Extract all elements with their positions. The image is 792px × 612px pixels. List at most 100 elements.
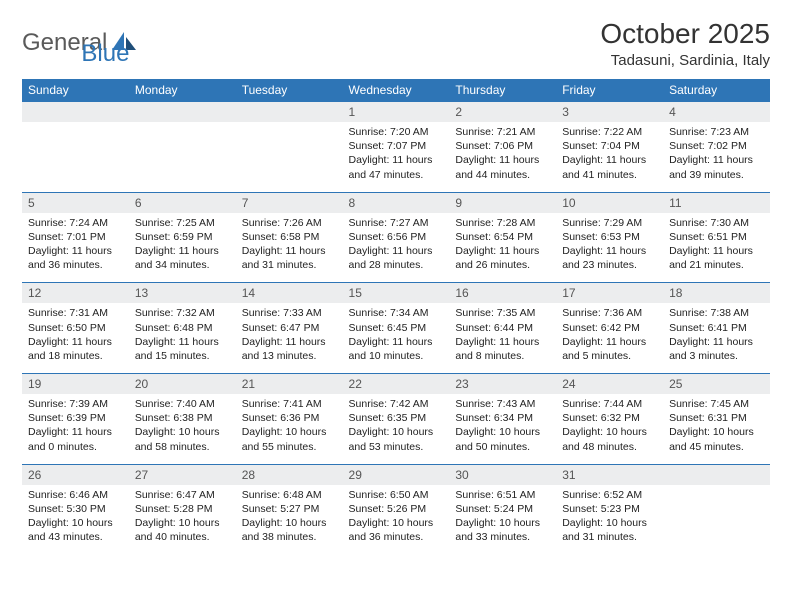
daynum-row: 567891011 <box>22 192 770 213</box>
daylight-text: and 55 minutes. <box>242 440 337 454</box>
sunset-text: Sunset: 6:56 PM <box>349 230 444 244</box>
sunset-text: Sunset: 6:47 PM <box>242 321 337 335</box>
day-cell: Sunrise: 7:29 AMSunset: 6:53 PMDaylight:… <box>556 213 663 283</box>
daylight-text: Daylight: 11 hours <box>135 244 230 258</box>
day-number: 29 <box>343 464 450 485</box>
day-number: 22 <box>343 374 450 395</box>
daylight-text: and 41 minutes. <box>562 168 657 182</box>
daylight-text: Daylight: 11 hours <box>349 153 444 167</box>
day-number <box>22 102 129 123</box>
daylight-text: and 40 minutes. <box>135 530 230 544</box>
sunrise-text: Sunrise: 7:45 AM <box>669 397 764 411</box>
day-cell: Sunrise: 6:48 AMSunset: 5:27 PMDaylight:… <box>236 485 343 555</box>
daylight-text: and 53 minutes. <box>349 440 444 454</box>
day-cell: Sunrise: 7:41 AMSunset: 6:36 PMDaylight:… <box>236 394 343 464</box>
daylight-text: and 26 minutes. <box>455 258 550 272</box>
day-cell: Sunrise: 6:51 AMSunset: 5:24 PMDaylight:… <box>449 485 556 555</box>
daylight-text: Daylight: 10 hours <box>455 425 550 439</box>
sunrise-text: Sunrise: 6:50 AM <box>349 488 444 502</box>
sunset-text: Sunset: 5:28 PM <box>135 502 230 516</box>
daylight-text: Daylight: 10 hours <box>135 516 230 530</box>
day-cell: Sunrise: 7:30 AMSunset: 6:51 PMDaylight:… <box>663 213 770 283</box>
daylight-text: and 23 minutes. <box>562 258 657 272</box>
daynum-row: 19202122232425 <box>22 374 770 395</box>
sunset-text: Sunset: 7:02 PM <box>669 139 764 153</box>
sunrise-text: Sunrise: 7:28 AM <box>455 216 550 230</box>
daylight-text: and 13 minutes. <box>242 349 337 363</box>
day-cell: Sunrise: 7:44 AMSunset: 6:32 PMDaylight:… <box>556 394 663 464</box>
day-number: 12 <box>22 283 129 304</box>
sunrise-text: Sunrise: 7:23 AM <box>669 125 764 139</box>
day-cell: Sunrise: 7:34 AMSunset: 6:45 PMDaylight:… <box>343 303 450 373</box>
day-number: 13 <box>129 283 236 304</box>
day-number <box>129 102 236 123</box>
sunset-text: Sunset: 7:04 PM <box>562 139 657 153</box>
day-number: 8 <box>343 192 450 213</box>
sunset-text: Sunset: 6:42 PM <box>562 321 657 335</box>
daylight-text: and 28 minutes. <box>349 258 444 272</box>
sunrise-text: Sunrise: 7:43 AM <box>455 397 550 411</box>
daylight-text: and 36 minutes. <box>349 530 444 544</box>
daylight-text: and 48 minutes. <box>562 440 657 454</box>
day-number: 4 <box>663 102 770 123</box>
sunrise-text: Sunrise: 7:21 AM <box>455 125 550 139</box>
day-cell: Sunrise: 7:38 AMSunset: 6:41 PMDaylight:… <box>663 303 770 373</box>
daylight-text: and 31 minutes. <box>562 530 657 544</box>
sunrise-text: Sunrise: 7:22 AM <box>562 125 657 139</box>
day-cell <box>663 485 770 555</box>
day-number: 14 <box>236 283 343 304</box>
day-number: 6 <box>129 192 236 213</box>
daylight-text: Daylight: 11 hours <box>28 244 123 258</box>
daylight-text: and 3 minutes. <box>669 349 764 363</box>
daylight-text: and 44 minutes. <box>455 168 550 182</box>
day-cell: Sunrise: 7:21 AMSunset: 7:06 PMDaylight:… <box>449 122 556 192</box>
sunrise-text: Sunrise: 6:46 AM <box>28 488 123 502</box>
day-header-row: Sunday Monday Tuesday Wednesday Thursday… <box>22 79 770 102</box>
daylight-text: Daylight: 10 hours <box>669 425 764 439</box>
sunset-text: Sunset: 6:51 PM <box>669 230 764 244</box>
sunrise-text: Sunrise: 7:36 AM <box>562 306 657 320</box>
day-number: 10 <box>556 192 663 213</box>
day-number: 9 <box>449 192 556 213</box>
sunrise-text: Sunrise: 7:20 AM <box>349 125 444 139</box>
daylight-text: and 58 minutes. <box>135 440 230 454</box>
dayhead-thu: Thursday <box>449 79 556 102</box>
sunset-text: Sunset: 6:58 PM <box>242 230 337 244</box>
day-number: 5 <box>22 192 129 213</box>
sunset-text: Sunset: 6:53 PM <box>562 230 657 244</box>
daylight-text: Daylight: 11 hours <box>28 335 123 349</box>
sunset-text: Sunset: 6:35 PM <box>349 411 444 425</box>
sunrise-text: Sunrise: 6:52 AM <box>562 488 657 502</box>
day-number: 15 <box>343 283 450 304</box>
day-cell <box>22 122 129 192</box>
day-cell: Sunrise: 7:42 AMSunset: 6:35 PMDaylight:… <box>343 394 450 464</box>
daylight-text: Daylight: 11 hours <box>242 335 337 349</box>
sunrise-text: Sunrise: 7:24 AM <box>28 216 123 230</box>
sunset-text: Sunset: 6:36 PM <box>242 411 337 425</box>
day-cell: Sunrise: 7:43 AMSunset: 6:34 PMDaylight:… <box>449 394 556 464</box>
sunset-text: Sunset: 5:27 PM <box>242 502 337 516</box>
sunrise-text: Sunrise: 7:38 AM <box>669 306 764 320</box>
daynum-row: 262728293031 <box>22 464 770 485</box>
sunrise-text: Sunrise: 7:32 AM <box>135 306 230 320</box>
day-cell: Sunrise: 7:24 AMSunset: 7:01 PMDaylight:… <box>22 213 129 283</box>
logo-text-blue: Blue <box>81 40 129 68</box>
daylight-text: Daylight: 11 hours <box>455 244 550 258</box>
data-row: Sunrise: 7:31 AMSunset: 6:50 PMDaylight:… <box>22 303 770 373</box>
data-row: Sunrise: 7:24 AMSunset: 7:01 PMDaylight:… <box>22 213 770 283</box>
daylight-text: and 39 minutes. <box>669 168 764 182</box>
daylight-text: Daylight: 10 hours <box>349 516 444 530</box>
sunset-text: Sunset: 6:54 PM <box>455 230 550 244</box>
day-number: 19 <box>22 374 129 395</box>
sunset-text: Sunset: 6:31 PM <box>669 411 764 425</box>
daylight-text: and 8 minutes. <box>455 349 550 363</box>
sunset-text: Sunset: 7:06 PM <box>455 139 550 153</box>
sunrise-text: Sunrise: 7:35 AM <box>455 306 550 320</box>
day-number <box>236 102 343 123</box>
daylight-text: Daylight: 11 hours <box>349 244 444 258</box>
sunset-text: Sunset: 5:23 PM <box>562 502 657 516</box>
sunset-text: Sunset: 5:24 PM <box>455 502 550 516</box>
daylight-text: and 5 minutes. <box>562 349 657 363</box>
dayhead-sun: Sunday <box>22 79 129 102</box>
day-cell: Sunrise: 7:45 AMSunset: 6:31 PMDaylight:… <box>663 394 770 464</box>
